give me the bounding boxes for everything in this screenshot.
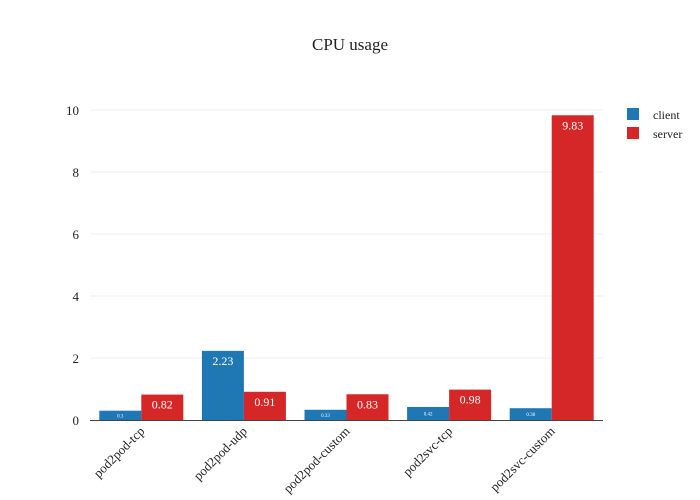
bar-client-pod2svc-tcp[interactable] bbox=[407, 406, 450, 420]
x-axis-ticks: pod2pod-tcp pod2pod-udp pod2pod-custom pod2… bbox=[90, 424, 557, 496]
bar-value-label: 0.83 bbox=[357, 397, 378, 411]
bar-value-label: 0.82 bbox=[152, 398, 173, 412]
y-tick-label: 4 bbox=[73, 289, 80, 304]
bar-server-pod2svc-custom[interactable] bbox=[551, 115, 594, 421]
bar-value-label: 0.38 bbox=[526, 413, 535, 418]
x-tick-label: pod2pod-tcp bbox=[90, 424, 147, 481]
y-tick-label: 2 bbox=[73, 351, 80, 366]
bar-value-label: 9.83 bbox=[562, 118, 583, 132]
bar-value-label: 0.42 bbox=[424, 412, 433, 417]
bars: 0.3 0.82 2.23 0.91 0.33 0.83 0.42 0.98 0.38 9.83 bbox=[99, 115, 594, 421]
legend-swatch bbox=[627, 108, 639, 120]
y-axis-ticks: 0 2 4 6 8 10 bbox=[66, 103, 80, 428]
x-tick-label: pod2svc-tcp bbox=[400, 424, 456, 480]
bar-server-pod2pod-custom[interactable] bbox=[346, 394, 389, 420]
y-tick-label: 6 bbox=[73, 227, 80, 242]
x-tick-label: pod2pod-udp bbox=[190, 424, 250, 484]
bar-server-pod2pod-udp[interactable] bbox=[243, 391, 286, 420]
bar-server-pod2svc-tcp[interactable] bbox=[449, 389, 492, 420]
bar-client-pod2pod-udp[interactable] bbox=[201, 350, 244, 420]
bar-value-label: 0.91 bbox=[254, 395, 275, 409]
legend-label: client bbox=[653, 108, 680, 122]
bar-value-label: 0.3 bbox=[117, 414, 124, 419]
bar-value-label: 0.98 bbox=[460, 393, 481, 407]
y-tick-label: 0 bbox=[73, 413, 80, 428]
bar-client-pod2svc-custom[interactable] bbox=[509, 408, 552, 420]
legend-item-server[interactable]: server bbox=[627, 127, 682, 141]
y-tick-label: 10 bbox=[66, 103, 79, 118]
x-tick-label: pod2svc-custom bbox=[487, 424, 558, 495]
legend-label: server bbox=[653, 127, 682, 141]
bar-server-pod2pod-tcp[interactable] bbox=[141, 394, 184, 420]
bar-value-label: 2.23 bbox=[212, 354, 233, 368]
legend-swatch bbox=[627, 127, 639, 139]
y-tick-label: 8 bbox=[73, 165, 80, 180]
bar-value-label: 0.33 bbox=[321, 414, 330, 419]
x-tick-label: pod2pod-custom bbox=[280, 424, 352, 496]
gridlines bbox=[90, 109, 603, 421]
chart-title: CPU usage bbox=[312, 35, 388, 54]
bar-client-pod2pod-tcp[interactable] bbox=[99, 410, 142, 420]
legend-item-client[interactable]: client bbox=[627, 108, 680, 122]
legend[interactable]: client server bbox=[627, 108, 682, 141]
bar-client-pod2pod-custom[interactable] bbox=[304, 409, 347, 420]
